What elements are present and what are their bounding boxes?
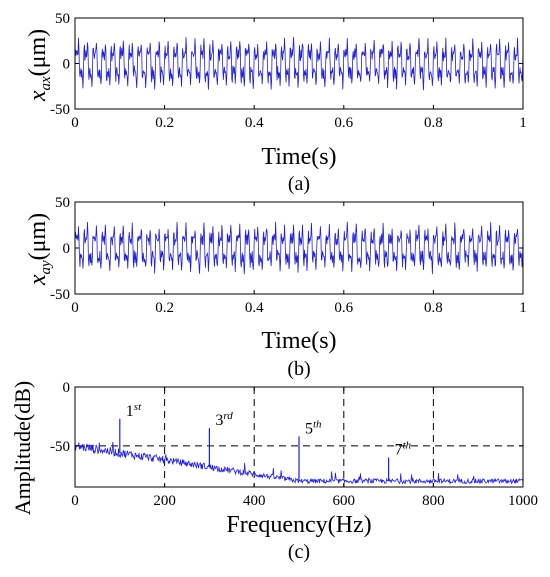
x-tick-label-a: 0.4: [245, 115, 264, 131]
x-tick-label-b: 0.6: [334, 300, 353, 316]
y-tick-label-b: -50: [50, 287, 70, 303]
x-tick-label-b: 0.2: [155, 300, 174, 316]
x-tick-label-c: 600: [333, 493, 356, 509]
y-tick-label-b: 0: [63, 241, 71, 257]
x-tick-label-a: 0: [71, 115, 79, 131]
xlabel-b: Time(s): [261, 328, 336, 354]
caption-b: (b): [287, 358, 310, 380]
x-tick-label-b: 0: [71, 300, 79, 316]
x-tick-label-c: 800: [422, 493, 445, 509]
plot-area-c: 1st 3rd 5th 7th 0 200 400 600 800 1000 0 -50: [50, 380, 538, 509]
x-tick-label-a: 0.2: [155, 115, 174, 131]
series-line-a: [74, 37, 524, 91]
x-tick-label-c: 0: [71, 493, 79, 509]
y-tick-label-a: -50: [50, 102, 70, 118]
harmonic-label-1: 1st: [126, 401, 142, 420]
x-tick-label-c: 1000: [508, 493, 538, 509]
x-tick-label-b: 1: [519, 300, 527, 316]
xlabel-a: Time(s): [261, 144, 336, 170]
ylabel-c: Amplitude(dB): [10, 381, 35, 515]
x-tick-label-b: 0.8: [424, 300, 443, 316]
xlabel-c: Frequency(Hz): [226, 512, 371, 538]
y-tick-label-b: 50: [55, 195, 70, 211]
caption-c: (c): [288, 541, 310, 563]
ylabel-b: xay(μm): [25, 213, 54, 286]
caption-a: (a): [288, 173, 310, 195]
series-line-b: [74, 221, 524, 275]
y-tick-label-c: -50: [50, 439, 70, 455]
harmonic-label-4: 7th: [395, 440, 412, 459]
x-tick-label-a: 0.6: [334, 115, 353, 131]
harmonic-label-2: 3rd: [215, 410, 233, 429]
y-tick-label-a: 0: [63, 57, 71, 73]
x-tick-label-b: 0.4: [245, 300, 264, 316]
x-tick-label-c: 400: [243, 493, 266, 509]
ylabel-a: xax(μm): [25, 29, 54, 102]
x-tick-label-a: 1: [519, 115, 527, 131]
x-tick-label-c: 200: [153, 493, 176, 509]
harmonic-label-3: 5th: [305, 418, 322, 437]
axes-frame-c: [74, 386, 524, 488]
x-tick-label-a: 0.8: [424, 115, 443, 131]
y-tick-label-a: 50: [55, 11, 70, 27]
y-tick-label-c: 0: [63, 380, 71, 396]
